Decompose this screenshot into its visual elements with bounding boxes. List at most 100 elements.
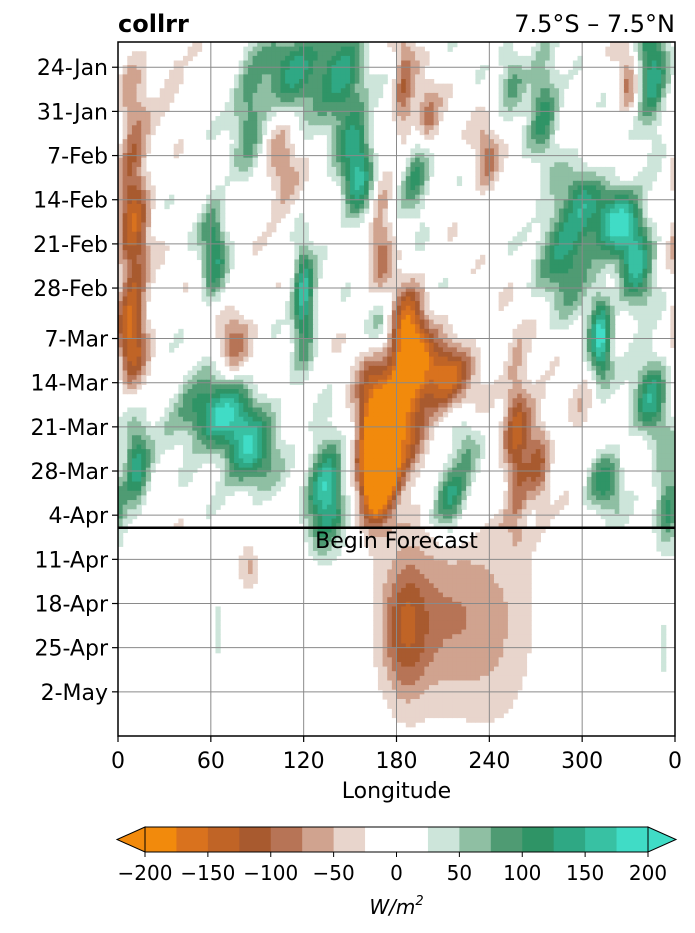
heatmap-cell <box>131 157 138 163</box>
heatmap-cell <box>535 282 541 288</box>
heatmap-cell <box>619 97 625 103</box>
heatmap-cell <box>201 393 207 399</box>
heatmap-cell <box>373 102 379 108</box>
heatmap-cell <box>354 46 360 52</box>
heatmap-cell <box>447 375 453 381</box>
heatmap-cell <box>410 365 416 372</box>
heatmap-cell <box>178 143 184 150</box>
heatmap-cell <box>145 236 152 242</box>
heatmap-cell <box>340 74 347 80</box>
heatmap-cell <box>317 125 323 131</box>
heatmap-cell <box>364 365 370 372</box>
heatmap-cell <box>257 65 263 71</box>
heatmap-cell <box>401 60 407 66</box>
heatmap-cell <box>480 65 486 71</box>
heatmap-cell <box>354 375 360 381</box>
heatmap-cell <box>322 51 328 57</box>
heatmap-cell <box>540 227 546 233</box>
heatmap-cell <box>127 310 133 316</box>
heatmap-cell <box>549 148 555 154</box>
heatmap-cell <box>438 351 444 358</box>
heatmap-cell <box>623 97 630 103</box>
heatmap-cell <box>299 310 305 316</box>
heatmap-cell <box>210 264 217 270</box>
heatmap-cell <box>670 333 675 339</box>
heatmap-cell <box>410 301 416 307</box>
heatmap-cell <box>628 301 634 307</box>
heatmap-cell <box>531 51 537 57</box>
heatmap-cell <box>568 310 574 316</box>
heatmap-cell <box>331 143 337 150</box>
heatmap-cell <box>554 166 560 173</box>
heatmap-cell <box>498 148 504 154</box>
heatmap-cell <box>600 236 606 242</box>
heatmap-cell <box>141 356 147 362</box>
heatmap-cell <box>568 291 574 298</box>
heatmap-cell <box>535 88 541 94</box>
heatmap-cell <box>122 356 128 362</box>
heatmap-cell <box>600 227 606 233</box>
heatmap-cell <box>396 102 402 108</box>
heatmap-cell <box>661 42 667 48</box>
heatmap-cell <box>131 277 138 284</box>
heatmap-cell <box>238 83 244 89</box>
heatmap-cell <box>285 97 291 103</box>
heatmap-cell <box>145 129 152 136</box>
heatmap-cell <box>234 314 240 321</box>
heatmap-cell <box>336 176 342 182</box>
heatmap-cell <box>396 208 402 214</box>
heatmap-cell <box>382 231 388 237</box>
heatmap-cell <box>229 134 235 140</box>
heatmap-cell <box>545 287 551 293</box>
heatmap-cell <box>387 351 393 358</box>
heatmap-cell <box>577 180 583 187</box>
heatmap-cell <box>345 60 351 66</box>
heatmap-cell <box>359 88 365 94</box>
heatmap-cell <box>563 301 569 307</box>
heatmap-cell <box>336 139 342 145</box>
heatmap-cell <box>424 134 430 140</box>
heatmap-cell <box>354 116 360 122</box>
heatmap-cell <box>535 97 541 103</box>
heatmap-cell <box>289 148 295 154</box>
heatmap-cell <box>619 180 625 187</box>
heatmap-cell <box>628 347 634 353</box>
heatmap-cell <box>289 338 295 344</box>
heatmap-cell <box>549 180 555 187</box>
heatmap-cell <box>531 88 537 94</box>
heatmap-cell <box>596 296 602 302</box>
heatmap-cell <box>610 264 616 270</box>
heatmap-cell <box>387 375 393 381</box>
heatmap-cell <box>326 139 333 145</box>
heatmap-cell <box>354 111 360 117</box>
heatmap-cell <box>642 347 648 353</box>
heatmap-cell <box>401 88 407 94</box>
heatmap-cell <box>554 83 560 89</box>
heatmap-cell <box>350 199 356 205</box>
heatmap-cell <box>568 185 574 191</box>
heatmap-cell <box>568 319 574 325</box>
heatmap-cell <box>299 106 305 112</box>
heatmap-cell <box>387 370 393 376</box>
heatmap-cell <box>591 287 597 293</box>
heatmap-cell <box>572 203 579 210</box>
heatmap-cell <box>350 162 356 168</box>
heatmap-cell <box>377 222 384 228</box>
heatmap-cell <box>531 139 537 145</box>
heatmap-cell <box>224 328 230 335</box>
heatmap-cell <box>118 92 124 99</box>
heatmap-cell <box>299 287 305 293</box>
heatmap-cell <box>303 342 309 348</box>
heatmap-cell <box>382 384 388 390</box>
heatmap-cell <box>220 287 226 293</box>
heatmap-cell <box>665 245 671 251</box>
heatmap-cell <box>586 171 593 177</box>
heatmap-cell <box>628 356 634 362</box>
heatmap-cell <box>558 194 565 200</box>
heatmap-cell <box>322 111 328 117</box>
heatmap-cell <box>628 203 634 210</box>
heatmap-cell <box>656 236 662 242</box>
heatmap-cell <box>466 342 472 348</box>
heatmap-cell <box>521 60 528 66</box>
heatmap-cell <box>596 384 602 390</box>
